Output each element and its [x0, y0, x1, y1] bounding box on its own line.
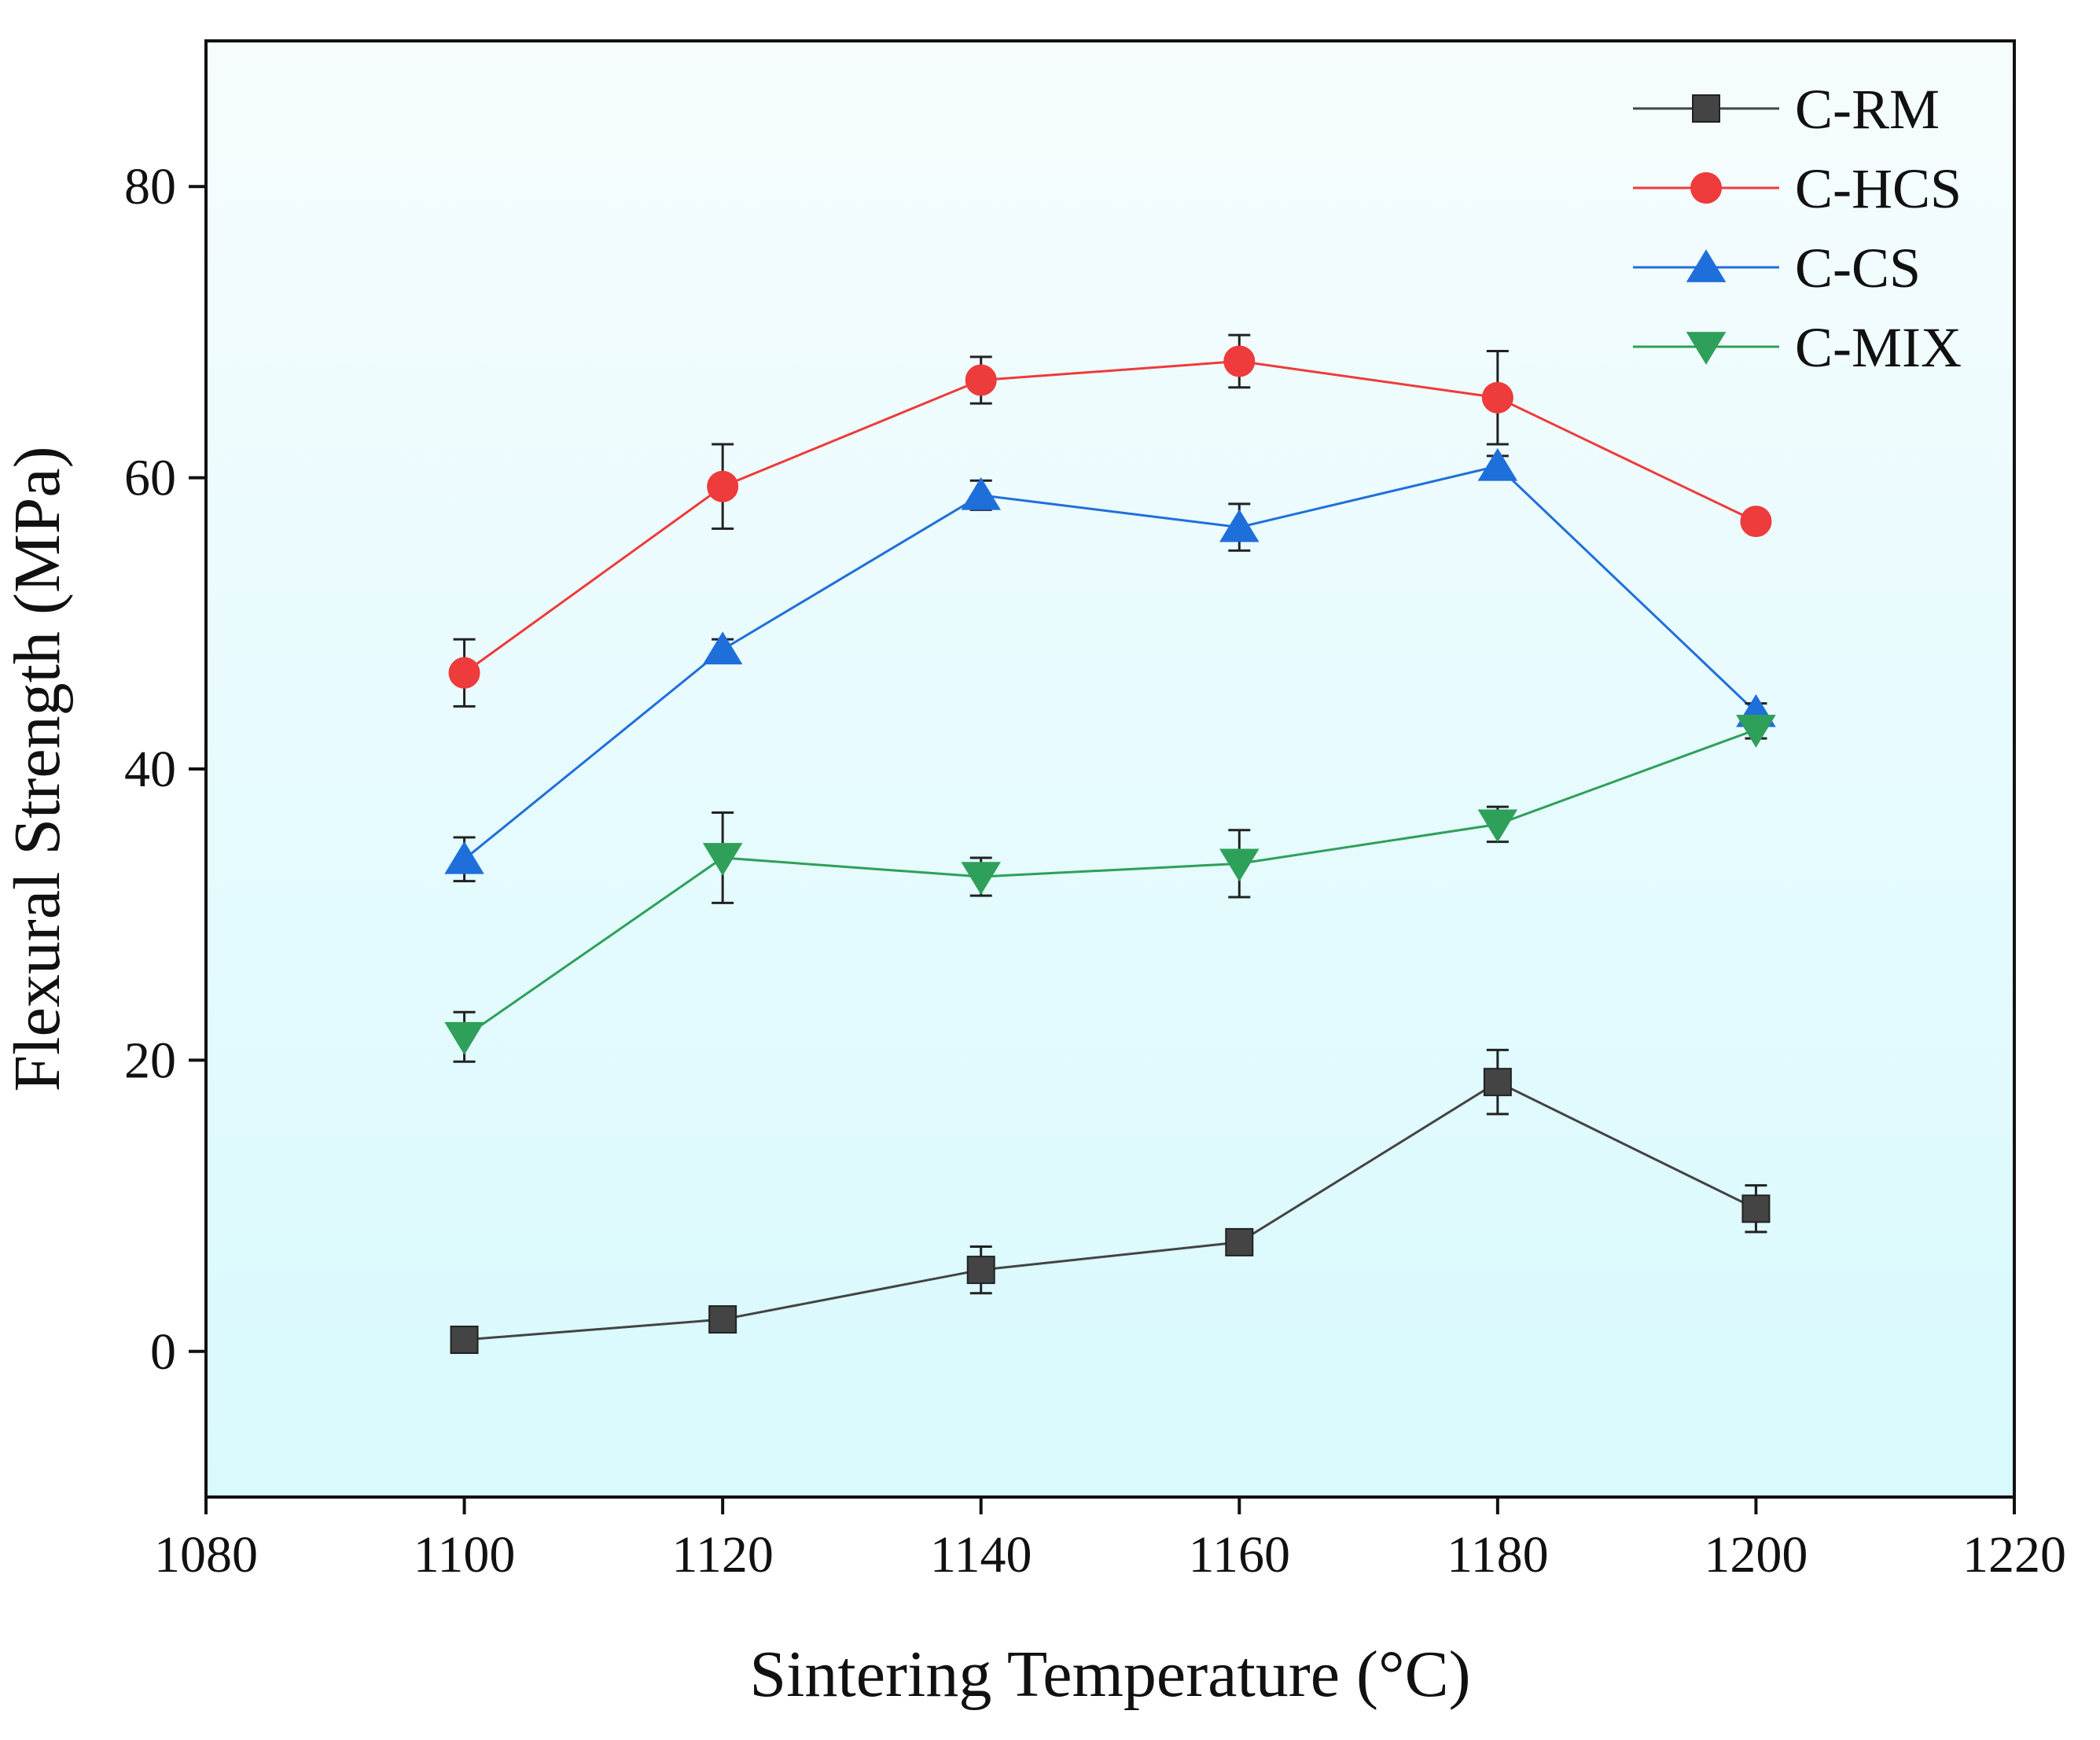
series-c-hcs	[448, 333, 1772, 708]
data-point-c-cs	[1219, 509, 1260, 543]
data-point-c-hcs	[965, 364, 997, 396]
legend-item-c-hcs: C-HCS	[1633, 157, 1962, 220]
series-line-c-cs	[463, 465, 1757, 860]
data-point-c-hcs	[1481, 381, 1513, 414]
y-tick-label: 20	[124, 1032, 176, 1089]
x-tick-label: 1160	[1189, 1526, 1291, 1584]
data-point-c-rm	[1225, 1227, 1254, 1256]
y-axis-title: Flexural Strength (MPa)	[1, 446, 74, 1091]
legend-marker	[1690, 172, 1722, 204]
data-point-c-mix	[1736, 715, 1776, 748]
series-c-cs	[444, 447, 1776, 883]
data-point-c-rm	[708, 1305, 737, 1334]
x-tick-label: 1200	[1704, 1526, 1808, 1584]
x-axis-ticks: 1080 1100 1120 1140 1160 1180 1200 1220	[154, 1497, 2066, 1584]
legend-marker	[1686, 332, 1727, 365]
plot-frame	[204, 39, 2016, 1499]
data-point-c-rm	[450, 1325, 479, 1354]
legend-item-c-cs: C-CS	[1633, 237, 1921, 300]
legend-label: C-RM	[1795, 78, 1940, 141]
y-tick-label: 60	[124, 450, 176, 507]
x-tick-label: 1180	[1447, 1526, 1549, 1584]
series-c-rm	[450, 1048, 1771, 1354]
data-point-c-mix	[444, 1021, 484, 1055]
data-point-c-hcs	[707, 470, 739, 502]
series-line-c-mix	[463, 728, 1756, 1039]
x-tick-label: 1080	[154, 1526, 258, 1584]
data-point-c-mix	[1219, 848, 1260, 882]
y-tick-label: 0	[150, 1323, 176, 1381]
legend-label: C-MIX	[1795, 316, 1962, 379]
y-tick-label: 40	[124, 741, 176, 798]
legend-label: C-CS	[1795, 237, 1921, 300]
data-point-c-cs	[702, 631, 743, 664]
data-point-c-hcs	[1740, 506, 1772, 538]
series-line-c-rm	[464, 1080, 1757, 1341]
data-point-c-mix	[702, 843, 743, 876]
series-c-mix	[444, 715, 1776, 1063]
data-point-c-cs	[444, 841, 484, 874]
data-point-c-rm	[1741, 1194, 1771, 1223]
legend-item-c-mix: C-MIX	[1633, 316, 1962, 379]
data-point-c-cs	[1477, 447, 1518, 481]
data-point-c-rm	[1483, 1068, 1512, 1097]
legend-marker	[1692, 94, 1720, 123]
legend: C-RM C-HCS C-CS C-MIX	[1633, 78, 1962, 379]
legend-label: C-HCS	[1795, 157, 1962, 220]
x-tick-label: 1120	[671, 1526, 774, 1584]
data-point-c-rm	[966, 1256, 995, 1285]
x-tick-label: 1140	[930, 1526, 1032, 1584]
series-line-c-hcs	[463, 359, 1757, 674]
data-point-c-mix	[961, 862, 1002, 895]
x-tick-label: 1100	[414, 1526, 516, 1584]
y-tick-label: 80	[124, 158, 176, 215]
legend-marker	[1686, 249, 1727, 282]
legend-item-c-rm: C-RM	[1633, 78, 1940, 141]
series-layer	[444, 333, 1776, 1354]
data-point-c-hcs	[448, 657, 480, 689]
x-tick-label: 1220	[1962, 1526, 2066, 1584]
y-axis-ticks: 0 20 40 60 80	[124, 158, 206, 1381]
data-point-c-hcs	[1223, 345, 1256, 377]
plot-background	[206, 41, 2014, 1497]
data-point-c-cs	[961, 476, 1002, 510]
x-axis-title: Sintering Temperature (°C)	[749, 1638, 1470, 1711]
data-point-c-mix	[1477, 809, 1518, 843]
